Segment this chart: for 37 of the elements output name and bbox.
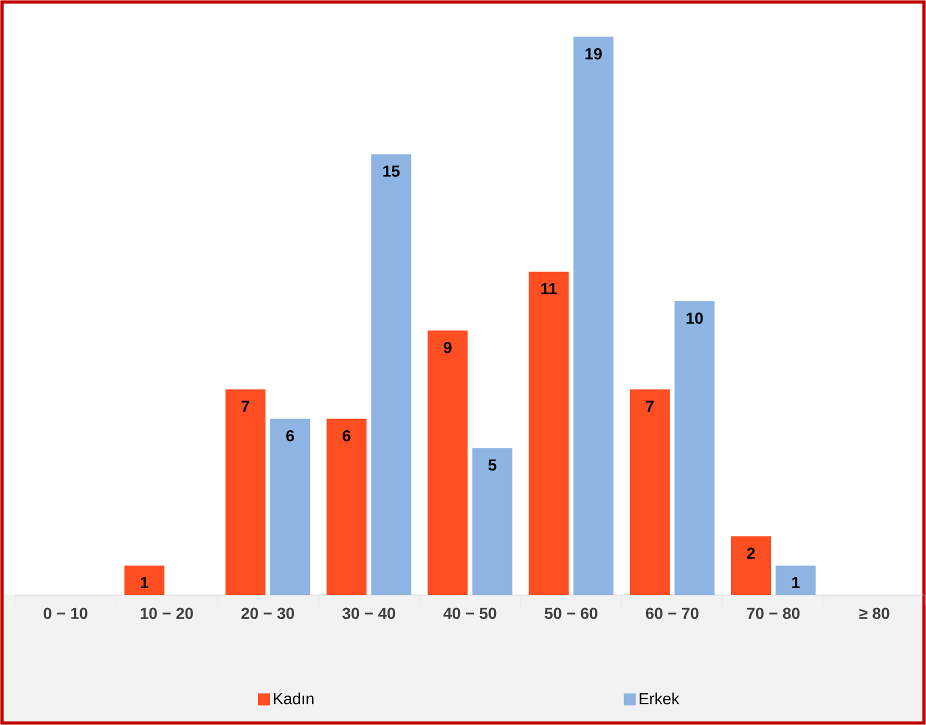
bar xyxy=(225,389,266,595)
data-label: 2 xyxy=(747,548,755,559)
bar xyxy=(124,566,164,595)
bar xyxy=(630,389,670,595)
x-tick-label: 40 − 50 xyxy=(443,608,496,620)
data-label: 7 xyxy=(242,400,250,412)
x-tick-label: 50 − 60 xyxy=(544,608,598,620)
x-tick-label: 30 − 40 xyxy=(342,608,396,620)
bar xyxy=(776,566,816,595)
data-label: 6 xyxy=(286,430,294,442)
bar xyxy=(731,536,771,595)
data-label: 11 xyxy=(541,283,557,294)
bar xyxy=(528,272,569,595)
x-tick-label: 0 − 10 xyxy=(44,608,88,620)
bar xyxy=(472,448,512,595)
data-label: 7 xyxy=(646,400,654,412)
bar xyxy=(326,418,367,595)
bar xyxy=(428,330,468,595)
data-label: 15 xyxy=(383,166,400,177)
bar xyxy=(674,301,715,595)
x-tick-label: 10 − 20 xyxy=(140,608,193,620)
x-tick-label: 70 − 80 xyxy=(747,608,800,620)
bar xyxy=(371,154,412,595)
bar xyxy=(573,36,614,595)
x-tick-label: ≥ 80 xyxy=(859,608,890,620)
x-tick-label: 20 − 30 xyxy=(241,608,294,620)
x-tick-label: 60 − 70 xyxy=(646,608,698,620)
legend-label: Kadın xyxy=(274,692,314,704)
bar xyxy=(270,418,310,595)
legend-label: Erkek xyxy=(640,692,680,704)
data-label: 19 xyxy=(586,48,602,60)
data-label: 10 xyxy=(686,312,703,324)
data-label: 6 xyxy=(342,430,350,442)
data-label: 5 xyxy=(488,459,496,471)
data-label: 1 xyxy=(792,576,800,588)
data-label: 9 xyxy=(444,342,452,354)
data-label: 1 xyxy=(140,576,148,588)
